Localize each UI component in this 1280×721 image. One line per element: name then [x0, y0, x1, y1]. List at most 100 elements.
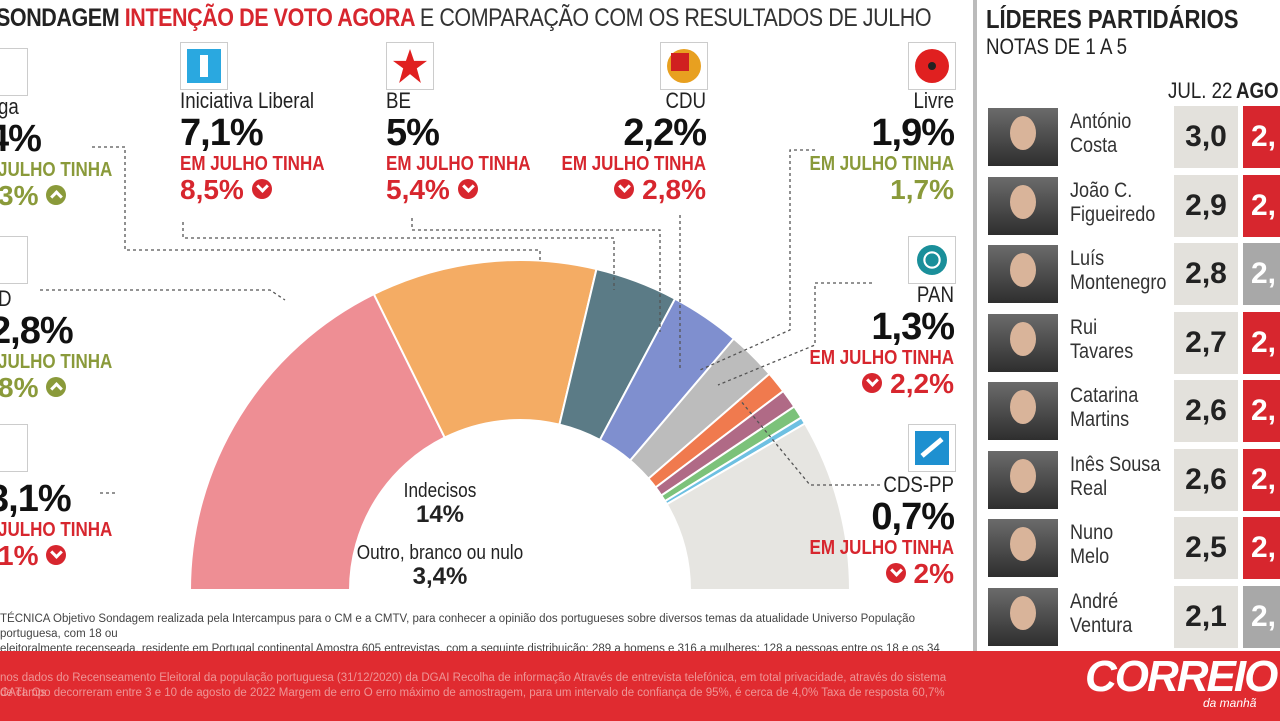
party-july-label: JULHO TINHA	[0, 519, 113, 541]
up-arrow-icon	[46, 376, 67, 397]
leader-name: Catarina Martins	[1070, 384, 1139, 432]
slice-indecisos-outro	[665, 422, 852, 591]
party-cdu: CDU 2,2% EM JULHO TINHA 2,8%	[536, 88, 708, 205]
party-name: D	[0, 288, 112, 310]
leader-name: Inês Sousa Real	[1070, 452, 1161, 500]
party-july-value: 1%	[0, 540, 39, 571]
down-arrow-icon	[457, 178, 478, 199]
chart-hole	[352, 422, 688, 590]
down-arrow-icon	[251, 178, 272, 199]
party-livre: Livre 1,9% EM JULHO TINHA 1,7%	[784, 88, 956, 205]
party-july-value: 2,2%	[890, 368, 954, 399]
title-red: INTENÇÃO DE VOTO AGORA	[124, 4, 415, 32]
party-july-value: 8,5%	[180, 174, 244, 205]
down-arrow-icon	[862, 372, 883, 393]
leader-row: Inês Sousa Real 2,6 2,	[986, 448, 1280, 511]
chega-logo-icon	[0, 48, 28, 96]
leader-name: Nuno Melo	[1070, 521, 1114, 569]
leader-photo	[988, 176, 1058, 235]
leader-row: André Ventura 2,1 2,	[986, 585, 1280, 648]
party-pct: 7,1%	[180, 112, 264, 154]
party-pct: 2,2%	[623, 112, 707, 154]
leader-photo	[988, 313, 1058, 372]
outro-label: Outro, branco ou nulo 3,4%	[330, 542, 550, 590]
title-bold: SONDAGEM	[0, 4, 120, 32]
party-be: BE 5% EM JULHO TINHA 5,4%	[386, 90, 556, 204]
leader-agora-score: 2,	[1243, 243, 1280, 305]
party-name: CDS-PP	[883, 472, 954, 497]
party-pct: 4%	[0, 118, 42, 160]
party-pct: 1,3%	[871, 306, 955, 348]
leader-agora-score: 2,	[1243, 380, 1280, 442]
leader-jul-score: 2,6	[1174, 448, 1238, 511]
indecisos-label: Indecisos 14%	[380, 480, 500, 528]
leader-jul-score: 2,1	[1174, 585, 1238, 648]
leader-photo	[988, 245, 1058, 303]
party-july-label: EM JULHO TINHA	[386, 153, 531, 175]
pan-logo-icon	[908, 236, 956, 284]
party-pct: 3,1%	[0, 478, 72, 520]
ficha-line: nos dados do Recenseamento Eleitoral da …	[0, 672, 947, 699]
indecisos-value: 14%	[415, 501, 465, 528]
brand-logo: CORREIO da manhã	[1085, 652, 1278, 710]
il-logo-icon	[180, 42, 228, 90]
leader-jul-score: 2,5	[1174, 517, 1238, 579]
party-july-label: JULHO TINHA	[0, 159, 113, 181]
leader-jul-score: 3,0	[1174, 106, 1238, 168]
leader-photo	[988, 450, 1058, 509]
party-cds: CDS-PP 0,7% EM JULHO TINHA 2%	[784, 472, 956, 589]
page-title: SONDAGEM INTENÇÃO DE VOTO AGORA E COMPAR…	[0, 4, 932, 33]
party-name: Livre	[913, 88, 954, 113]
party-july-label: EM JULHO TINHA	[809, 153, 955, 175]
leader-row: António Costa 3,0 2,	[986, 106, 1280, 168]
party-july-label: EM JULHO TINHA	[809, 347, 955, 369]
party-july-value: 1,7%	[890, 174, 954, 205]
party-july-label: EM JULHO TINHA	[180, 153, 325, 175]
leader-row: Luís Montenegro 2,8 2,	[986, 243, 1280, 305]
leader-agora-score: 2,	[1243, 585, 1280, 648]
party-name: PAN	[916, 282, 954, 307]
up-arrow-icon	[46, 184, 67, 205]
leader-photo	[988, 108, 1058, 166]
slice-psd	[372, 259, 598, 439]
down-arrow-icon	[614, 178, 635, 199]
footer-band: nos dados do Recenseamento Eleitoral da …	[0, 651, 1280, 721]
leader-row: Nuno Melo 2,5 2,	[986, 517, 1280, 579]
cds-logo-icon	[908, 424, 956, 472]
livre-logo-icon	[908, 42, 956, 90]
leader-photo	[988, 587, 1058, 646]
leader-row: Rui Tavares 2,7 2,	[986, 311, 1280, 374]
party-name: Iniciativa Liberal	[180, 88, 315, 113]
party-pct: 2,8%	[0, 310, 74, 352]
leader-line-il	[182, 222, 615, 290]
ps-logo-icon	[0, 424, 28, 472]
party-pct: 5%	[386, 112, 440, 154]
party-july-value: 2%	[913, 558, 954, 589]
leaders-subtitle: NOTAS DE 1 A 5	[986, 34, 1128, 59]
leader-name: João C. Figueiredo	[1070, 178, 1156, 226]
party-july-value: 2,8%	[642, 174, 706, 205]
party-july-value: 5,4%	[386, 174, 450, 205]
leader-agora-score: 2,	[1243, 448, 1280, 511]
leader-name: André Ventura	[1070, 589, 1133, 637]
ficha-line: TÉCNICA Objetivo Sondagem realizada pela…	[0, 613, 915, 640]
leader-name: Rui Tavares	[1070, 315, 1134, 363]
half-donut-chart	[40, 146, 880, 591]
leader-row: Catarina Martins 2,6 2,	[986, 380, 1280, 442]
outro-value: 3,4%	[412, 563, 468, 590]
slice-ps	[188, 292, 447, 591]
leader-line-be	[411, 218, 661, 332]
party-ps: 3,1% JULHO TINHA 1%	[0, 478, 132, 570]
leader-jul-score: 2,7	[1174, 311, 1238, 374]
title-rest: E COMPARAÇÃO COM OS RESULTADOS DE JULHO	[419, 4, 932, 32]
cdu-logo-icon	[660, 42, 708, 90]
leader-line-chega	[92, 146, 541, 262]
psd-logo-icon	[0, 236, 28, 284]
leader-line-psd	[40, 289, 286, 301]
party-july-label: EM JULHO TINHA	[561, 153, 707, 175]
brand-name: CORREIO	[1085, 652, 1278, 701]
leader-photo	[988, 382, 1058, 440]
party-name: BE	[386, 88, 411, 113]
party-name: CDU	[665, 88, 706, 113]
party-name: ga	[0, 94, 19, 119]
